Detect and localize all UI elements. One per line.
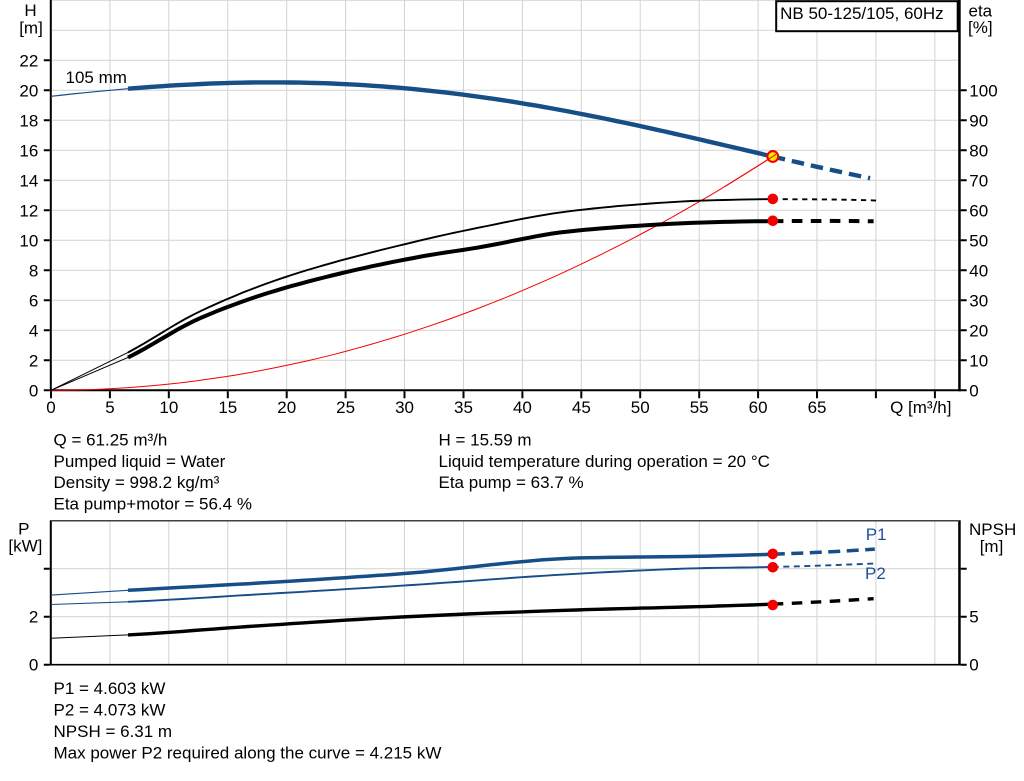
svg-text:10: 10 <box>159 398 178 417</box>
svg-text:Pumped liquid = Water: Pumped liquid = Water <box>54 452 226 471</box>
svg-text:0: 0 <box>46 398 55 417</box>
svg-text:18: 18 <box>19 111 38 130</box>
svg-text:Max power P2 required along th: Max power P2 required along the curve = … <box>54 744 442 763</box>
svg-text:14: 14 <box>19 171 38 190</box>
svg-text:0: 0 <box>29 381 38 400</box>
svg-text:8: 8 <box>29 261 38 280</box>
svg-text:NB 50-125/105, 60Hz: NB 50-125/105, 60Hz <box>780 4 944 23</box>
svg-text:25: 25 <box>336 398 355 417</box>
svg-text:6: 6 <box>29 291 38 310</box>
svg-text:0: 0 <box>29 656 38 675</box>
svg-text:10: 10 <box>19 231 38 250</box>
svg-text:80: 80 <box>969 141 988 160</box>
svg-text:NPSH: NPSH <box>969 520 1016 539</box>
svg-text:Liquid temperature during oper: Liquid temperature during operation = 20… <box>439 452 770 471</box>
svg-text:60: 60 <box>969 201 988 220</box>
svg-text:35: 35 <box>454 398 473 417</box>
svg-text:Density = 998.2 kg/m³: Density = 998.2 kg/m³ <box>54 473 220 492</box>
svg-text:P1 = 4.603 kW: P1 = 4.603 kW <box>54 679 166 698</box>
svg-text:P: P <box>18 520 29 539</box>
svg-text:22: 22 <box>19 51 38 70</box>
svg-text:P2: P2 <box>865 564 886 583</box>
svg-text:90: 90 <box>969 111 988 130</box>
svg-text:Eta pump+motor = 56.4 %: Eta pump+motor = 56.4 % <box>54 495 252 514</box>
svg-text:[m]: [m] <box>980 537 1004 556</box>
svg-text:15: 15 <box>218 398 237 417</box>
svg-text:50: 50 <box>969 231 988 250</box>
svg-text:Q = 61.25 m³/h: Q = 61.25 m³/h <box>54 430 168 449</box>
svg-text:0: 0 <box>969 381 978 400</box>
svg-text:Eta pump = 63.7 %: Eta pump = 63.7 % <box>439 473 584 492</box>
svg-text:12: 12 <box>19 201 38 220</box>
svg-text:40: 40 <box>513 398 532 417</box>
svg-text:65: 65 <box>808 398 827 417</box>
svg-text:P1: P1 <box>866 525 887 544</box>
svg-text:60: 60 <box>749 398 768 417</box>
svg-text:20: 20 <box>19 81 38 100</box>
svg-text:2: 2 <box>29 351 38 370</box>
svg-text:10: 10 <box>969 351 988 370</box>
svg-text:Q [m³/h]: Q [m³/h] <box>890 398 951 417</box>
svg-text:55: 55 <box>690 398 709 417</box>
svg-text:5: 5 <box>969 608 978 627</box>
svg-text:40: 40 <box>969 261 988 280</box>
svg-text:30: 30 <box>969 291 988 310</box>
svg-text:[%]: [%] <box>968 18 993 37</box>
svg-text:5: 5 <box>105 398 114 417</box>
svg-text:[m]: [m] <box>19 19 43 38</box>
svg-text:eta: eta <box>969 2 993 21</box>
svg-text:[kW]: [kW] <box>8 537 42 556</box>
svg-text:0: 0 <box>969 656 978 675</box>
svg-text:70: 70 <box>969 171 988 190</box>
svg-text:4: 4 <box>29 321 38 340</box>
svg-text:H = 15.59 m: H = 15.59 m <box>439 430 532 449</box>
svg-text:P2 = 4.073 kW: P2 = 4.073 kW <box>54 701 166 720</box>
svg-text:2: 2 <box>29 608 38 627</box>
svg-text:16: 16 <box>19 141 38 160</box>
svg-text:20: 20 <box>969 321 988 340</box>
svg-text:H: H <box>24 1 36 20</box>
svg-text:30: 30 <box>395 398 414 417</box>
svg-text:NPSH = 6.31 m: NPSH = 6.31 m <box>54 722 173 741</box>
svg-text:105 mm: 105 mm <box>66 68 127 87</box>
svg-text:45: 45 <box>572 398 591 417</box>
svg-text:50: 50 <box>631 398 650 417</box>
svg-text:100: 100 <box>969 81 997 100</box>
svg-text:20: 20 <box>277 398 296 417</box>
